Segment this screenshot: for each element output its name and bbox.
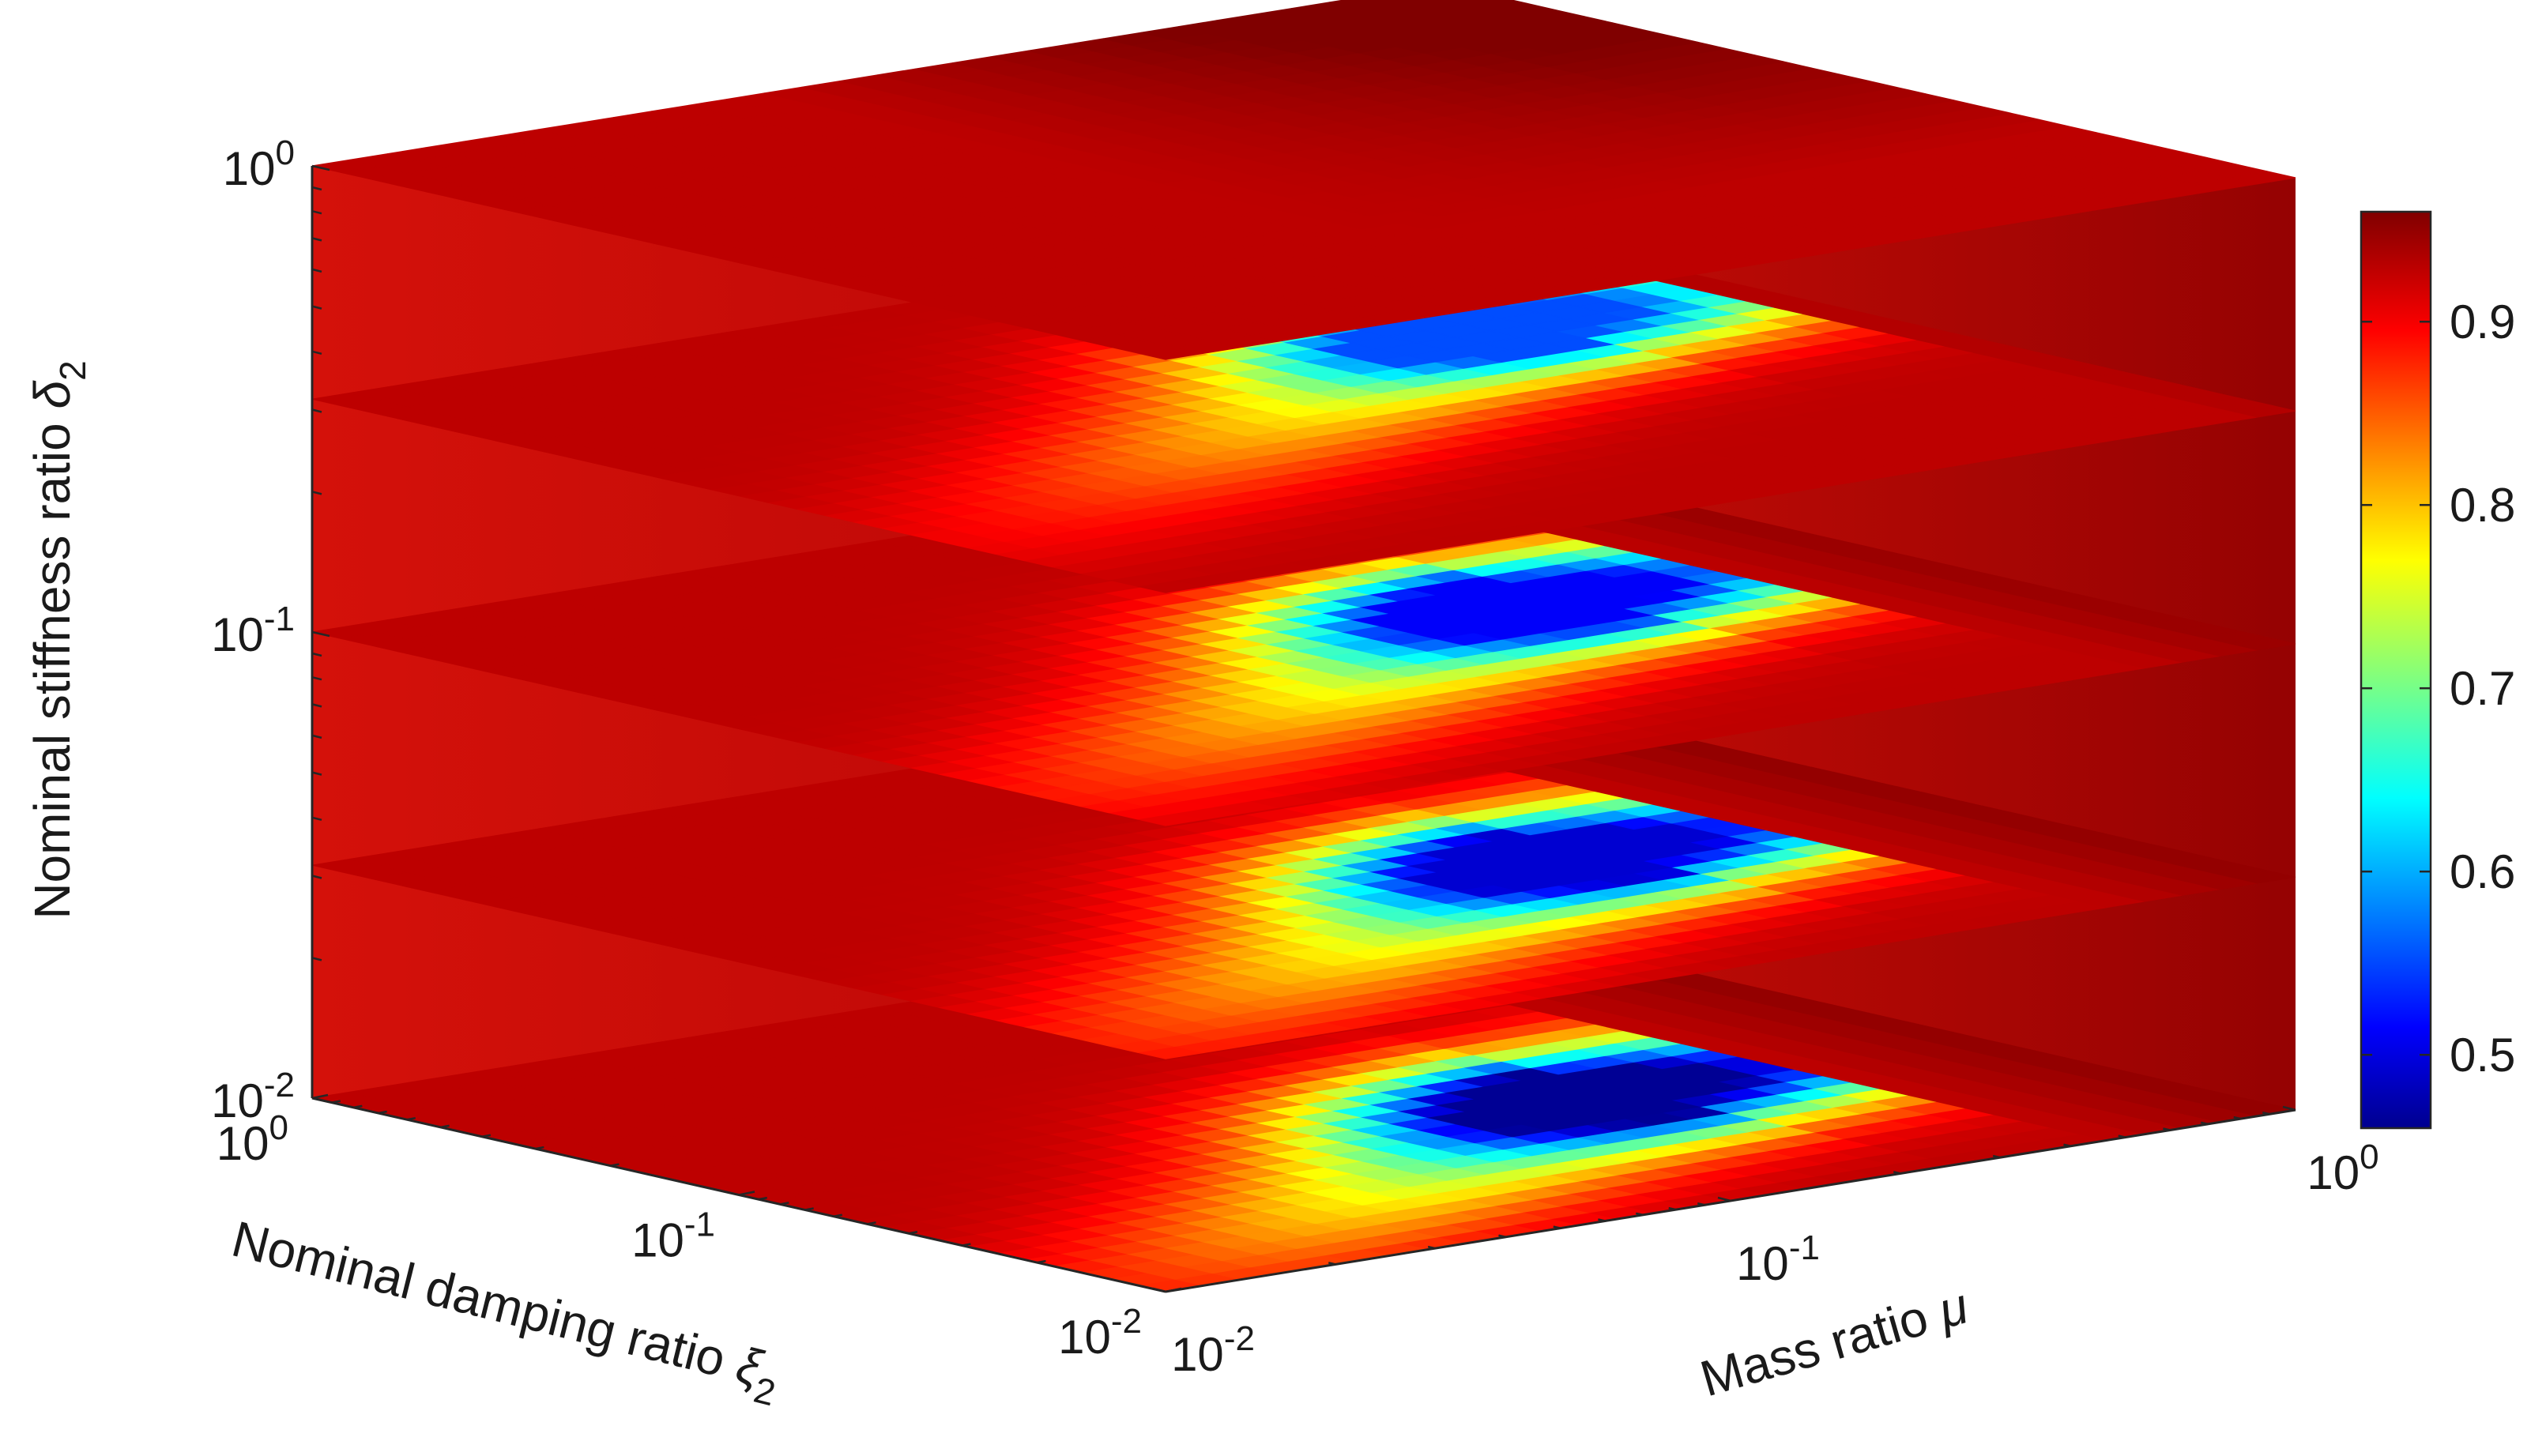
colorbar-gradient	[2360, 210, 2432, 1130]
slices-group	[311, 0, 2296, 1292]
delta2-axis-symbol: δ	[24, 379, 81, 408]
colorbar-tick-label: 0.6	[2450, 845, 2515, 898]
colorbar-tick-label: 0.5	[2450, 1029, 2515, 1082]
delta2-axis-label-text: Nominal stiffness ratio	[24, 423, 81, 919]
colorbar-tick-label: 0.7	[2450, 662, 2515, 715]
colorbar-tick-label: 0.8	[2450, 479, 2515, 532]
colorbar-tick-label: 0.9	[2450, 295, 2515, 348]
delta2-axis-subscript: 2	[52, 360, 93, 381]
